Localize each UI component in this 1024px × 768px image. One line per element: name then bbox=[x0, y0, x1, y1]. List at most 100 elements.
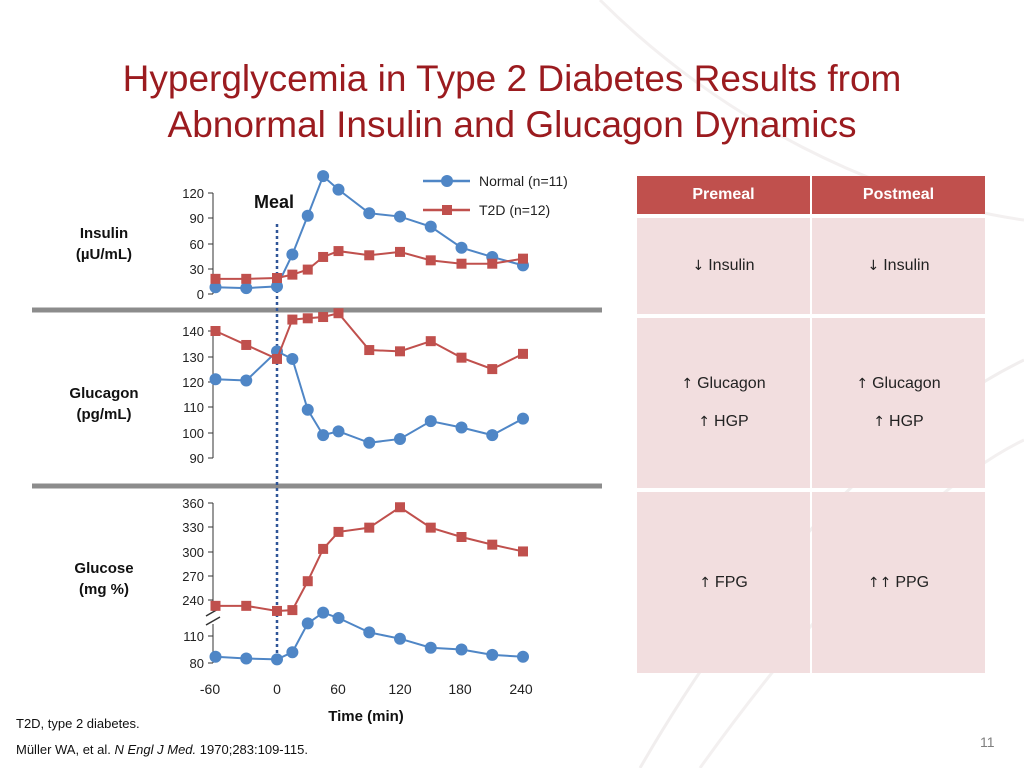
x-tick-label: 180 bbox=[448, 681, 472, 697]
glucose-t2d-point bbox=[395, 502, 405, 513]
glucagon-y-tick-label: 110 bbox=[183, 400, 204, 415]
glucose-y-tick-label: 110 bbox=[183, 629, 204, 644]
glucose-normal-point bbox=[517, 650, 529, 663]
glucose-y-tick-label: 80 bbox=[190, 656, 204, 671]
glucose-t2d-point bbox=[210, 600, 221, 611]
table-cell-premeal: ↓ Insulin bbox=[637, 218, 810, 314]
glucagon-normal-point bbox=[394, 432, 406, 445]
table-cell-entry: ↑ FPG bbox=[699, 574, 748, 592]
table-header-postmeal: Postmeal bbox=[812, 176, 985, 214]
premeal-postmeal-table: Premeal Postmeal ↓ Insulin ↓ Insulin ↑ Glucagon… bbox=[637, 176, 985, 674]
glucose-y-tick-label: 270 bbox=[182, 569, 204, 584]
table-cell-premeal: ↑ FPG bbox=[637, 492, 810, 673]
insulin-t2d-point bbox=[302, 264, 313, 275]
glucose-t2d-point bbox=[518, 546, 528, 557]
glucagon-y-tick-label: 100 bbox=[182, 426, 204, 441]
glucagon-normal-point bbox=[317, 429, 330, 442]
double-up-arrow-icon: ↑↑ bbox=[867, 574, 892, 591]
insulin-normal-point bbox=[286, 248, 299, 261]
glucagon-t2d-point bbox=[302, 313, 313, 324]
glucose-normal-point bbox=[486, 648, 499, 661]
glucagon-y-tick-label: 130 bbox=[182, 350, 204, 365]
insulin-normal-point bbox=[301, 209, 314, 222]
glucose-t2d-point bbox=[456, 532, 467, 542]
table-cell-entry: ↓ Insulin bbox=[868, 257, 930, 275]
x-tick-label: 240 bbox=[509, 681, 533, 697]
insulin-t2d-point bbox=[456, 258, 467, 269]
legend-marker-circle bbox=[441, 175, 453, 187]
insulin-t2d-point bbox=[518, 253, 528, 264]
slide-title: Hyperglycemia in Type 2 Diabetes Results… bbox=[0, 56, 1024, 148]
up-arrow-icon: ↑ bbox=[873, 414, 886, 430]
table-cell-postmeal: ↑ Glucagon ↑ HGP bbox=[812, 318, 985, 488]
x-tick-label: 120 bbox=[388, 681, 412, 697]
table-header-premeal: Premeal bbox=[637, 176, 810, 214]
glucose-y-axis-label: (mg %) bbox=[79, 581, 129, 598]
footnote-reference: Müller WA, et al. N Engl J Med. 1970;283… bbox=[16, 742, 308, 757]
glucagon-t2d-point bbox=[287, 314, 298, 325]
glucagon-normal-point bbox=[486, 429, 499, 442]
slide-number: 11 bbox=[980, 734, 995, 750]
glucagon-t2d-series-line bbox=[215, 312, 524, 371]
insulin-normal-point bbox=[317, 170, 330, 183]
glucose-y-tick-label: 330 bbox=[182, 520, 204, 535]
insulin-normal-point bbox=[394, 210, 406, 223]
insulin-t2d-point bbox=[364, 250, 375, 261]
glucose-normal-point bbox=[271, 653, 283, 666]
insulin-t2d-point bbox=[425, 255, 436, 266]
reference-details: 1970;283:109-115. bbox=[199, 742, 308, 757]
glucose-normal-point bbox=[332, 612, 345, 624]
insulin-normal-point bbox=[332, 183, 345, 196]
insulin-normal-point bbox=[271, 280, 283, 293]
glucose-normal-point bbox=[209, 650, 222, 663]
insulin-y-tick-label: 30 bbox=[190, 262, 204, 277]
x-tick-label: 0 bbox=[273, 681, 281, 697]
table-cell-text: HGP bbox=[889, 413, 924, 430]
glucagon-t2d-point bbox=[518, 348, 528, 359]
insulin-normal-point bbox=[424, 220, 437, 233]
insulin-t2d-point bbox=[272, 273, 282, 284]
table-cell-text: Glucagon bbox=[697, 375, 766, 392]
glucose-t2d-point bbox=[318, 543, 329, 554]
table-cell-postmeal: ↑↑ PPG bbox=[812, 492, 985, 673]
x-tick-label: 60 bbox=[330, 681, 346, 697]
table-cell-entry: ↑ Glucagon bbox=[856, 375, 940, 393]
glucose-normal-point bbox=[301, 617, 314, 630]
up-arrow-icon: ↑ bbox=[698, 414, 711, 430]
glucagon-t2d-point bbox=[241, 339, 252, 350]
glucose-t2d-point bbox=[425, 522, 436, 533]
insulin-t2d-point bbox=[487, 258, 498, 269]
glucagon-t2d-point bbox=[395, 346, 405, 357]
table-cell-text: Insulin bbox=[883, 257, 930, 274]
insulin-y-tick-label: 60 bbox=[190, 237, 204, 252]
glucose-y-tick-label: 360 bbox=[182, 496, 204, 511]
insulin-y-axis-label: Insulin bbox=[80, 225, 128, 242]
legend-label: T2D (n=12) bbox=[479, 202, 550, 218]
legend-label: Normal (n=11) bbox=[479, 173, 568, 189]
three-panel-line-chart: 1209060300Insulin(µU/mL)1401301201101009… bbox=[32, 170, 602, 725]
glucose-normal-point bbox=[394, 632, 406, 645]
glucose-normal-point bbox=[240, 652, 253, 665]
glucose-normal-point bbox=[317, 606, 330, 619]
glucagon-y-tick-label: 140 bbox=[182, 324, 204, 339]
glucose-normal-point bbox=[424, 641, 437, 654]
glucagon-y-tick-label: 120 bbox=[182, 375, 204, 390]
glucose-t2d-point bbox=[333, 526, 344, 537]
glucagon-normal-point bbox=[517, 412, 529, 425]
glucagon-t2d-point bbox=[456, 352, 467, 363]
table-cell-text: FPG bbox=[714, 573, 748, 591]
table-cell-entry: ↓ Insulin bbox=[693, 257, 755, 275]
insulin-t2d-point bbox=[395, 246, 405, 257]
glucagon-normal-point bbox=[424, 415, 437, 428]
glucose-t2d-point bbox=[487, 539, 498, 550]
glucose-normal-point bbox=[455, 643, 468, 656]
insulin-t2d-point bbox=[318, 251, 329, 262]
glucagon-t2d-point bbox=[210, 326, 221, 336]
glucagon-t2d-point bbox=[364, 345, 375, 356]
slide-title-line-2: Abnormal Insulin and Glucagon Dynamics bbox=[167, 104, 857, 145]
up-arrow-icon: ↑ bbox=[856, 376, 869, 392]
x-tick-label: -60 bbox=[200, 681, 220, 697]
insulin-y-tick-label: 120 bbox=[182, 186, 204, 201]
table-cell-text: PPG bbox=[895, 573, 930, 591]
table-cell-entry: ↑↑ PPG bbox=[868, 574, 929, 592]
